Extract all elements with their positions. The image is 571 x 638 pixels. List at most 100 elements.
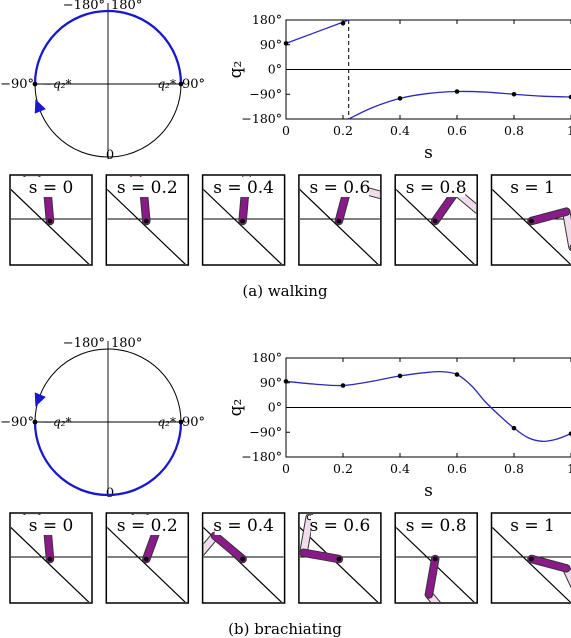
data-point	[340, 383, 346, 388]
label-180: 180°	[111, 336, 142, 351]
x-axis-label: s	[424, 143, 433, 163]
x-tick-label: 1	[567, 461, 571, 476]
arc-arrowhead	[34, 99, 46, 114]
stance-foot	[143, 556, 149, 562]
stance-foot	[47, 556, 53, 562]
stance-foot	[432, 556, 438, 562]
stance-leg	[211, 532, 246, 563]
label-backdrop	[118, 177, 177, 197]
frame-label: s = 0.2	[117, 516, 178, 536]
label-minus-180: −180°	[63, 0, 105, 13]
snapshot-frame: s = 0	[9, 165, 93, 266]
y-tick-label: 90°	[260, 375, 282, 390]
y-tick-label: 180°	[252, 12, 282, 27]
swing-foot	[450, 620, 455, 625]
data-point	[283, 41, 289, 46]
swing-leg	[563, 208, 571, 250]
frame-content: s = 0	[11, 503, 91, 602]
swing-foot	[246, 147, 251, 152]
q2-plot: −180° −90° 0° 90° 180° 0 0.2 0.4 0.6 0.8 1 s q₂	[226, 350, 571, 501]
slope-line	[299, 188, 379, 264]
stance-foot	[529, 218, 534, 224]
snapshot-frame: s = 0	[9, 503, 93, 604]
minus-q2-star-point	[32, 81, 38, 87]
q2-star-point	[178, 81, 184, 87]
x-tick-label: 0.2	[333, 123, 353, 138]
data-point	[454, 372, 460, 377]
snapshot-frame: s = 1	[490, 512, 571, 604]
y-tick-label: −180°	[241, 111, 282, 126]
stance-leg	[425, 555, 439, 598]
x-tick-label: 0	[282, 123, 290, 138]
slope-line	[107, 526, 186, 602]
slope-line	[492, 188, 571, 264]
swing-foot	[13, 503, 18, 508]
snapshot-frame: s = 0.4	[201, 147, 286, 266]
minus-q2-star-point	[32, 419, 38, 425]
stance-foot	[336, 556, 342, 562]
x-tick-label: 0.2	[333, 461, 353, 476]
y-axis-label: q₂	[226, 61, 246, 79]
q2-series-line	[285, 19, 349, 44]
slope-line	[11, 526, 90, 602]
snapshot-frame: s = 1	[490, 174, 571, 266]
swing-leg	[203, 532, 219, 555]
label-backdrop	[407, 515, 466, 535]
x-tick-label: 0.4	[390, 123, 410, 138]
swing-foot	[13, 165, 18, 170]
stance-foot	[432, 218, 438, 224]
snapshot-frame: s = 0.8	[394, 174, 486, 266]
x-tick-label: 1	[567, 123, 571, 138]
y-tick-label: −90°	[249, 86, 282, 101]
q2-plot: −180° −90° 0° 90° 180° 0 0.2 0.4 0.6 0.8 1 s q₂	[226, 12, 571, 163]
label-zero: 0	[106, 148, 114, 163]
snapshot-frame: s = 0.8	[394, 512, 478, 625]
stance-leg	[528, 555, 570, 572]
y-tick-label: 180°	[252, 350, 282, 365]
frame-content: s = 0.2	[107, 505, 188, 602]
phase-arc	[33, 421, 183, 497]
q2-series-line	[285, 370, 571, 442]
data-point	[283, 379, 289, 384]
frame-label: s = 0	[29, 516, 74, 536]
arc-arrowhead	[34, 392, 46, 407]
phase-circle: −180° 180° −90° 90° 0 −q₂* q₂*	[0, 336, 205, 501]
label-minus-90: −90°	[0, 77, 34, 92]
x-tick-label: 0	[282, 461, 290, 476]
label-minus-180: −180°	[63, 336, 105, 351]
label-backdrop	[503, 515, 562, 535]
x-tick-label: 0.8	[504, 461, 524, 476]
data-point	[511, 425, 517, 431]
data-point	[454, 89, 460, 94]
label-backdrop	[214, 177, 273, 197]
frame-content: s = 0.4	[203, 515, 284, 602]
swing-leg	[563, 565, 571, 587]
frame-content: s = 0.6	[299, 514, 380, 602]
slope-line	[203, 188, 283, 264]
frame-content: s = 0.4	[203, 147, 284, 264]
snapshot-frame: s = 0.6	[298, 512, 382, 604]
snapshot-frame: s = 0.4	[201, 512, 286, 604]
y-tick-label: 90°	[260, 37, 282, 52]
data-point	[397, 96, 403, 101]
phase-arc	[33, 9, 183, 85]
frame-label: s = 0.6	[309, 516, 370, 536]
data-point	[568, 94, 571, 100]
swing-foot	[125, 505, 130, 510]
slope-line	[11, 188, 90, 264]
y-tick-label: −90°	[249, 424, 282, 439]
frame-label: s = 0	[29, 178, 74, 198]
frame-content: s = 0.8	[396, 515, 477, 625]
label-minus-q2-star: −q₂*	[43, 77, 72, 91]
stance-foot	[240, 218, 246, 224]
frame-label: s = 1	[510, 516, 555, 536]
swing-foot	[481, 212, 486, 217]
y-tick-label: 0°	[268, 62, 282, 77]
x-tick-label: 0.8	[504, 123, 524, 138]
y-axis-label: q₂	[226, 399, 246, 417]
label-90: 90°	[182, 77, 205, 92]
frame-content: s = 0.6	[299, 177, 380, 264]
label-backdrop	[118, 515, 177, 535]
frame-content: s = 0.8	[396, 177, 486, 264]
label-backdrop	[22, 515, 80, 535]
